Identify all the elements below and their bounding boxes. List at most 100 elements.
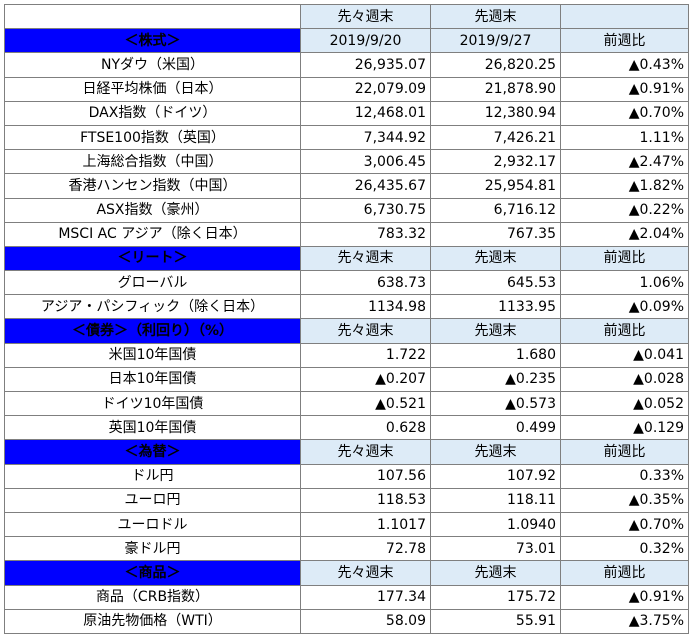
value-change: 1.11% (560, 124, 689, 151)
value-prev2: 3,006.45 (300, 149, 431, 175)
table-row: NYダウ（米国） 26,935.07 26,820.25 ▲0.43% (4, 52, 689, 78)
value-prev1: ▲0.235 (430, 366, 561, 393)
col-prev2-label: 先々週末 (300, 439, 431, 465)
section-header-row: ＜リート＞ 先々週末 先週末 前週比 (4, 245, 689, 272)
value-prev2: ▲0.207 (300, 366, 431, 393)
value-prev2: 22,079.09 (300, 76, 431, 102)
value-prev1: 1133.95 (430, 294, 561, 320)
row-label: MSCI AC アジア（除く日本） (4, 221, 301, 247)
value-prev2: 118.53 (300, 487, 431, 513)
value-prev2: 1.1017 (300, 511, 431, 538)
section-title: ＜債券＞（利回り）（%） (4, 318, 301, 344)
table-row: 日本10年国債 ▲0.207 ▲0.235 ▲0.028 (4, 366, 689, 393)
section-header-row: ＜商品＞ 先々週末 先週末 前週比 (4, 560, 689, 586)
table-row: ユーロ円 118.53 118.11 ▲0.35% (4, 487, 689, 513)
table-row: 商品（CRB指数） 177.34 175.72 ▲0.91% (4, 584, 689, 610)
value-prev1: 21,878.90 (430, 76, 561, 102)
table-row: 香港ハンセン指数（中国） 26,435.67 25,954.81 ▲1.82% (4, 173, 689, 199)
value-change: ▲0.028 (560, 366, 689, 393)
table-row: ユーロドル 1.1017 1.0940 ▲0.70% (4, 511, 689, 538)
value-prev1: 175.72 (430, 584, 561, 610)
value-change: ▲0.22% (560, 197, 689, 223)
section-title: ＜株式＞ (4, 28, 301, 54)
col-prev2-date: 2019/9/20 (300, 28, 431, 54)
row-label: 香港ハンセン指数（中国） (4, 173, 301, 199)
value-change: ▲0.052 (560, 390, 689, 417)
table-row: FTSE100指数（英国） 7,344.92 7,426.21 1.11% (4, 124, 689, 151)
value-change: ▲1.82% (560, 173, 689, 199)
row-label: ユーロ円 (4, 487, 301, 513)
value-prev1: 25,954.81 (430, 173, 561, 199)
row-label: グローバル (4, 270, 301, 296)
col-change-label: 前週比 (560, 318, 689, 344)
row-label: 米国10年国債 (4, 342, 301, 368)
value-change: ▲0.35% (560, 487, 689, 513)
col-change-label: 前週比 (560, 28, 689, 54)
table-row: MSCI AC アジア（除く日本） 783.32 767.35 ▲2.04% (4, 221, 689, 247)
col-prev1-label: 先週末 (430, 245, 561, 272)
section-header-row: ＜株式＞ 2019/9/20 2019/9/27 前週比 (4, 28, 689, 54)
row-label: 豪ドル円 (4, 536, 301, 562)
value-prev1: 12,380.94 (430, 100, 561, 126)
value-prev1: 0.499 (430, 415, 561, 441)
value-change: 0.32% (560, 536, 689, 562)
table-row: 米国10年国債 1.722 1.680 ▲0.041 (4, 342, 689, 368)
col-prev2-label: 先々週末 (300, 318, 431, 344)
col-prev1-label: 先週末 (430, 318, 561, 344)
value-change: ▲2.04% (560, 221, 689, 247)
header-row-top: 先々週末 先週末 (4, 3, 689, 30)
row-label: 日本10年国債 (4, 366, 301, 393)
value-prev2: 6,730.75 (300, 197, 431, 223)
value-prev2: 0.628 (300, 415, 431, 441)
table-row: ドイツ10年国債 ▲0.521 ▲0.573 ▲0.052 (4, 390, 689, 417)
value-prev2: ▲0.521 (300, 390, 431, 417)
row-label: 商品（CRB指数） (4, 584, 301, 610)
row-label: FTSE100指数（英国） (4, 124, 301, 151)
value-prev2: 177.34 (300, 584, 431, 610)
value-prev1: 767.35 (430, 221, 561, 247)
table-row: グローバル 638.73 645.53 1.06% (4, 270, 689, 296)
col-prev2-label: 先々週末 (300, 245, 431, 272)
value-prev2: 7,344.92 (300, 124, 431, 151)
value-prev1: ▲0.573 (430, 390, 561, 417)
table-row: ASX指数（豪州） 6,730.75 6,716.12 ▲0.22% (4, 197, 689, 223)
value-prev2: 1134.98 (300, 294, 431, 320)
col-prev2-label: 先々週末 (300, 560, 431, 586)
value-change: ▲0.91% (560, 76, 689, 102)
table-row: 日経平均株価（日本） 22,079.09 21,878.90 ▲0.91% (4, 76, 689, 102)
value-prev1: 6,716.12 (430, 197, 561, 223)
value-prev2: 26,435.67 (300, 173, 431, 199)
value-prev1: 2,932.17 (430, 149, 561, 175)
col-prev1-label: 先週末 (430, 439, 561, 465)
row-label: 上海総合指数（中国） (4, 149, 301, 175)
market-table-body: 先々週末 先週末 ＜株式＞ 2019/9/20 2019/9/27 前週比 NYダウ（米… (4, 3, 689, 634)
value-prev1: 118.11 (430, 487, 561, 513)
value-prev2: 12,468.01 (300, 100, 431, 126)
section-header-row: ＜債券＞（利回り）（%） 先々週末 先週末 前週比 (4, 318, 689, 344)
value-prev2: 783.32 (300, 221, 431, 247)
value-change: ▲0.129 (560, 415, 689, 441)
value-prev1: 645.53 (430, 270, 561, 296)
row-label: ユーロドル (4, 511, 301, 538)
value-change: ▲2.47% (560, 149, 689, 175)
section-title: ＜為替＞ (4, 439, 301, 465)
table-row: 英国10年国債 0.628 0.499 ▲0.129 (4, 415, 689, 441)
table-row: 上海総合指数（中国） 3,006.45 2,932.17 ▲2.47% (4, 149, 689, 175)
value-change: 0.33% (560, 463, 689, 489)
value-change: ▲0.041 (560, 342, 689, 368)
table-row: アジア・パシフィック（除く日本） 1134.98 1133.95 ▲0.09% (4, 294, 689, 320)
section-title: ＜リート＞ (4, 245, 301, 272)
value-prev1: 107.92 (430, 463, 561, 489)
value-change: ▲0.91% (560, 584, 689, 610)
col-change-label: 前週比 (560, 245, 689, 272)
blank-cell (4, 3, 301, 30)
table-row: ドル円 107.56 107.92 0.33% (4, 463, 689, 489)
section-header-row: ＜為替＞ 先々週末 先週末 前週比 (4, 439, 689, 465)
row-label: 日経平均株価（日本） (4, 76, 301, 102)
col-prev2-label: 先々週末 (300, 3, 431, 30)
value-prev1: 1.680 (430, 342, 561, 368)
col-change-label: 前週比 (560, 560, 689, 586)
row-label: ドル円 (4, 463, 301, 489)
value-prev2: 1.722 (300, 342, 431, 368)
value-change: 1.06% (560, 270, 689, 296)
